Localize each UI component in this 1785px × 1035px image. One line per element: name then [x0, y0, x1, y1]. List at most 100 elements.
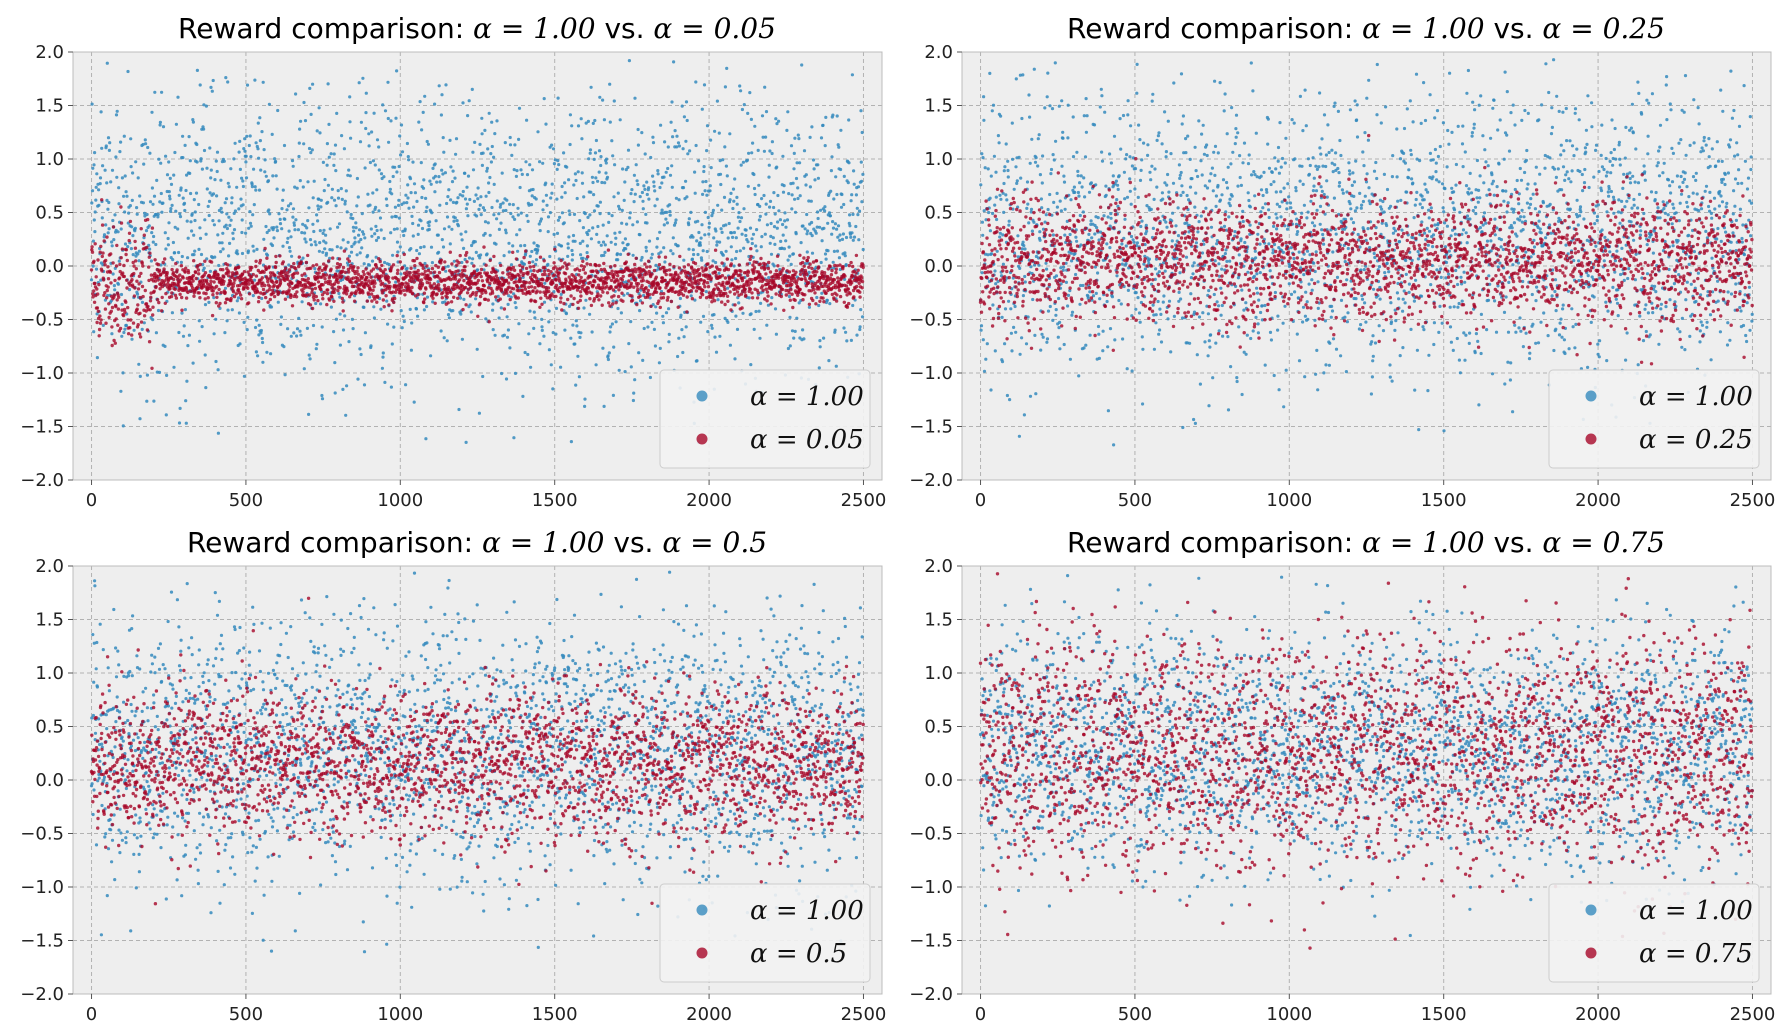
data-point	[783, 219, 787, 223]
data-point	[131, 321, 136, 325]
data-point	[591, 180, 595, 185]
data-point	[694, 143, 698, 148]
data-point	[203, 297, 207, 301]
data-point	[436, 265, 440, 269]
data-point	[804, 183, 808, 187]
data-point	[467, 256, 472, 260]
data-point	[482, 245, 486, 249]
data-point	[332, 299, 336, 303]
data-point	[135, 292, 140, 296]
data-point	[130, 337, 134, 341]
data-point	[478, 142, 482, 146]
data-point	[163, 257, 167, 261]
data-point	[148, 200, 153, 204]
data-point	[219, 250, 223, 254]
data-point	[390, 192, 394, 196]
data-point	[408, 177, 413, 181]
data-point	[117, 259, 121, 263]
data-point	[769, 221, 773, 226]
data-point	[589, 275, 593, 279]
data-point	[378, 259, 382, 264]
data-point	[114, 155, 118, 159]
data-point	[198, 236, 203, 240]
data-point	[420, 282, 425, 286]
data-point	[426, 273, 430, 277]
data-point	[343, 199, 347, 203]
data-point	[492, 213, 496, 217]
data-point	[557, 289, 561, 294]
data-point	[396, 268, 400, 272]
data-point	[254, 188, 258, 192]
data-point	[275, 225, 279, 229]
data-point	[482, 268, 486, 272]
data-point	[381, 355, 385, 359]
data-point	[344, 189, 348, 193]
data-point	[101, 164, 105, 168]
data-point	[608, 120, 612, 124]
data-point	[470, 87, 474, 91]
data-point	[731, 187, 736, 191]
data-point	[797, 137, 801, 141]
data-point	[739, 292, 744, 296]
data-point	[229, 218, 233, 222]
data-point	[662, 266, 666, 270]
data-point	[168, 287, 172, 291]
data-point	[670, 100, 674, 104]
data-point	[844, 263, 848, 267]
data-point	[689, 294, 693, 298]
data-point	[657, 255, 661, 259]
data-point	[798, 253, 802, 257]
data-point	[110, 305, 115, 310]
data-point	[98, 314, 102, 318]
data-point	[805, 250, 809, 254]
data-point	[798, 287, 802, 292]
data-point	[641, 358, 645, 362]
data-point	[470, 261, 474, 265]
data-point	[355, 204, 359, 208]
data-point	[287, 268, 292, 272]
data-point	[298, 329, 302, 333]
data-point	[251, 213, 255, 217]
data-point	[306, 253, 310, 258]
data-point	[546, 215, 551, 219]
data-point	[326, 288, 330, 292]
data-point	[374, 265, 379, 269]
data-point	[598, 200, 603, 204]
data-point	[838, 238, 842, 242]
data-point	[370, 130, 374, 134]
data-point	[730, 258, 734, 262]
data-point	[572, 296, 576, 301]
data-point	[184, 296, 189, 300]
data-point	[251, 281, 255, 285]
data-point	[596, 224, 600, 229]
data-point	[383, 260, 387, 265]
data-point	[352, 299, 357, 303]
data-point	[317, 249, 321, 253]
data-point	[183, 143, 187, 147]
data-point	[724, 249, 728, 253]
data-point	[268, 297, 272, 302]
data-point	[623, 180, 627, 184]
data-point	[163, 301, 167, 305]
data-point	[268, 285, 272, 289]
data-point	[341, 328, 346, 332]
data-point	[177, 421, 182, 425]
data-point	[223, 290, 227, 295]
data-point	[442, 150, 446, 154]
data-point	[689, 210, 693, 214]
data-point	[758, 336, 762, 340]
data-point	[493, 132, 497, 136]
data-point	[235, 272, 239, 276]
data-point	[113, 288, 117, 292]
data-point	[343, 314, 347, 318]
data-point	[496, 294, 500, 298]
data-point	[720, 208, 724, 212]
data-point	[123, 310, 127, 314]
data-point	[566, 297, 570, 302]
data-point	[208, 269, 212, 273]
data-point	[289, 202, 293, 206]
data-point	[103, 168, 107, 172]
data-point	[476, 197, 480, 201]
data-point	[90, 201, 94, 205]
data-point	[187, 333, 191, 337]
